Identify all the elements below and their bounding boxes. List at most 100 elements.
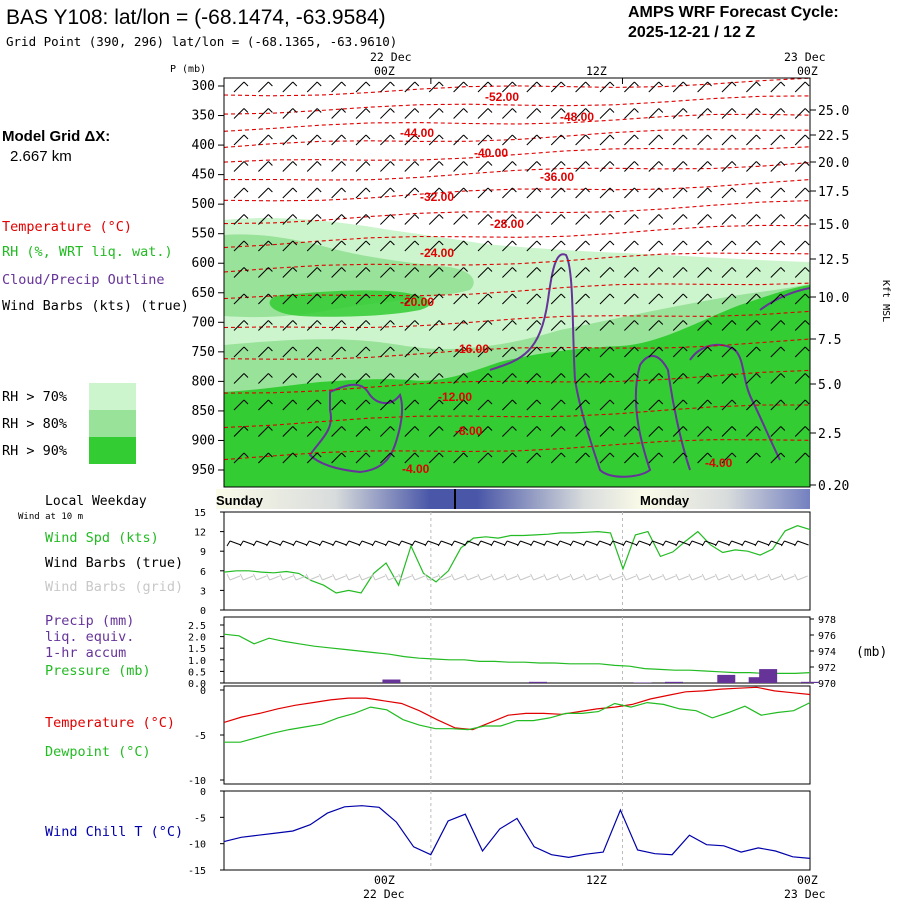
wind-barb (721, 134, 737, 146)
model-grid-value: 2.667 km (10, 148, 72, 165)
wind-barb (233, 346, 249, 358)
wind-barb (794, 161, 810, 172)
wind-barb (233, 426, 249, 437)
wind-barb (648, 240, 664, 252)
wind-barb (526, 320, 542, 331)
wind-barb (794, 346, 810, 358)
precip-accum-label: 1-hr accum (45, 645, 126, 661)
wind-barb (502, 134, 517, 146)
wind-barb (355, 134, 371, 146)
wind-barb (331, 293, 346, 305)
wind-barb (746, 108, 761, 119)
wind-barb (550, 187, 566, 199)
wind-barb (697, 373, 712, 384)
wind-barb (428, 293, 444, 305)
wind-barb-grid (450, 573, 465, 581)
cloud-outline-2 (489, 253, 691, 478)
wind-barb-grid (384, 573, 399, 581)
wind-barb (282, 426, 298, 437)
wind-barb-grid (266, 573, 280, 581)
bottom-date-label-1: 22 Dec (363, 887, 405, 900)
height-tick-label: 2.5 (818, 427, 841, 442)
wind-barb-10m (411, 540, 426, 547)
wind-barb-grid (516, 573, 531, 581)
wind-barb (746, 346, 761, 358)
wind-barb (404, 81, 420, 93)
wind-barb (526, 240, 542, 252)
wind-barb-10m (437, 540, 453, 547)
legend-rh: RH (%, WRT liq. wat.) (2, 244, 173, 260)
wind-barb (355, 240, 371, 252)
wind-barb (282, 134, 298, 146)
grid-point-label: Grid Point (390, 296) lat/lon = (-68.136… (6, 34, 397, 49)
wind-barb (233, 240, 249, 252)
wind-barb (306, 108, 322, 119)
wind-barb (794, 81, 810, 93)
wind-barb (550, 134, 566, 146)
wind-barb-10m (622, 540, 638, 547)
isotherm-label: -4.00 (402, 462, 430, 476)
wind-barb (624, 346, 639, 358)
wind-barb-grid (503, 573, 518, 581)
wind-barb (380, 293, 395, 305)
wind-barb (502, 214, 517, 225)
wind-barb (599, 134, 615, 146)
wind-barb-grid (543, 573, 557, 581)
wind-barb (697, 267, 712, 278)
wind-barb (599, 161, 615, 172)
wind-barb (380, 81, 395, 93)
wind-barb (380, 346, 395, 358)
wind-barb (672, 81, 688, 93)
isotherm-label: -32.00 (420, 190, 454, 204)
wind-barb (648, 399, 664, 411)
wind-barb (453, 240, 468, 252)
wind-barb (648, 452, 664, 464)
wind-barb (672, 320, 688, 331)
pressure-tick-label: 900 (192, 433, 215, 448)
wind-barb-10m (292, 540, 308, 547)
wind-barb-grid (728, 573, 742, 581)
pressure-tick: 974 (818, 647, 836, 658)
wind-barb (331, 214, 346, 225)
upper-wind-barbs (233, 81, 810, 464)
wind-barb (770, 293, 786, 305)
chill-tick: -15 (188, 866, 206, 877)
precip-tick: 0.5 (188, 667, 206, 678)
wind-barb-grid (490, 573, 505, 581)
height-tick-label: 25.0 (818, 104, 849, 119)
wind-barb (697, 346, 712, 358)
wind-barb-10m (780, 540, 796, 547)
wind-barb-10m (688, 540, 704, 547)
wind-barb (672, 187, 688, 199)
wind-barb (770, 240, 786, 252)
wind-barb (355, 161, 371, 172)
wind-barb (306, 187, 322, 199)
height-tick-label: 22.5 (818, 129, 849, 144)
wind-barb-grid (239, 573, 254, 581)
wind-barb (404, 214, 420, 225)
temp-tick: 0 (200, 686, 206, 697)
isotherm-label: -40.00 (474, 146, 508, 160)
wind-barb (477, 187, 493, 199)
wind-barb (770, 399, 786, 411)
precip-label: Precip (mm) (45, 613, 134, 629)
wind-barb (428, 134, 444, 146)
wind-barb-grid (424, 573, 439, 581)
wind-barb (721, 240, 737, 252)
wind-barb (794, 426, 810, 437)
wind-barb (575, 134, 590, 146)
pressure-tick-label: 500 (192, 197, 215, 212)
wind-barb (355, 426, 371, 437)
wind-barb (306, 161, 322, 172)
wind-barb (575, 320, 590, 331)
wind-barb (306, 214, 322, 225)
wind-barb (404, 399, 420, 411)
pressure-tick-label: 850 (192, 404, 215, 419)
wind-barb (380, 426, 395, 437)
legend-rh90: RH > 90% (2, 443, 67, 459)
wind-barb (404, 426, 420, 437)
pressure-tick-label: 450 (192, 168, 215, 183)
day-label-sunday: Sunday (216, 493, 264, 508)
pressure-tick: 978 (818, 615, 836, 626)
